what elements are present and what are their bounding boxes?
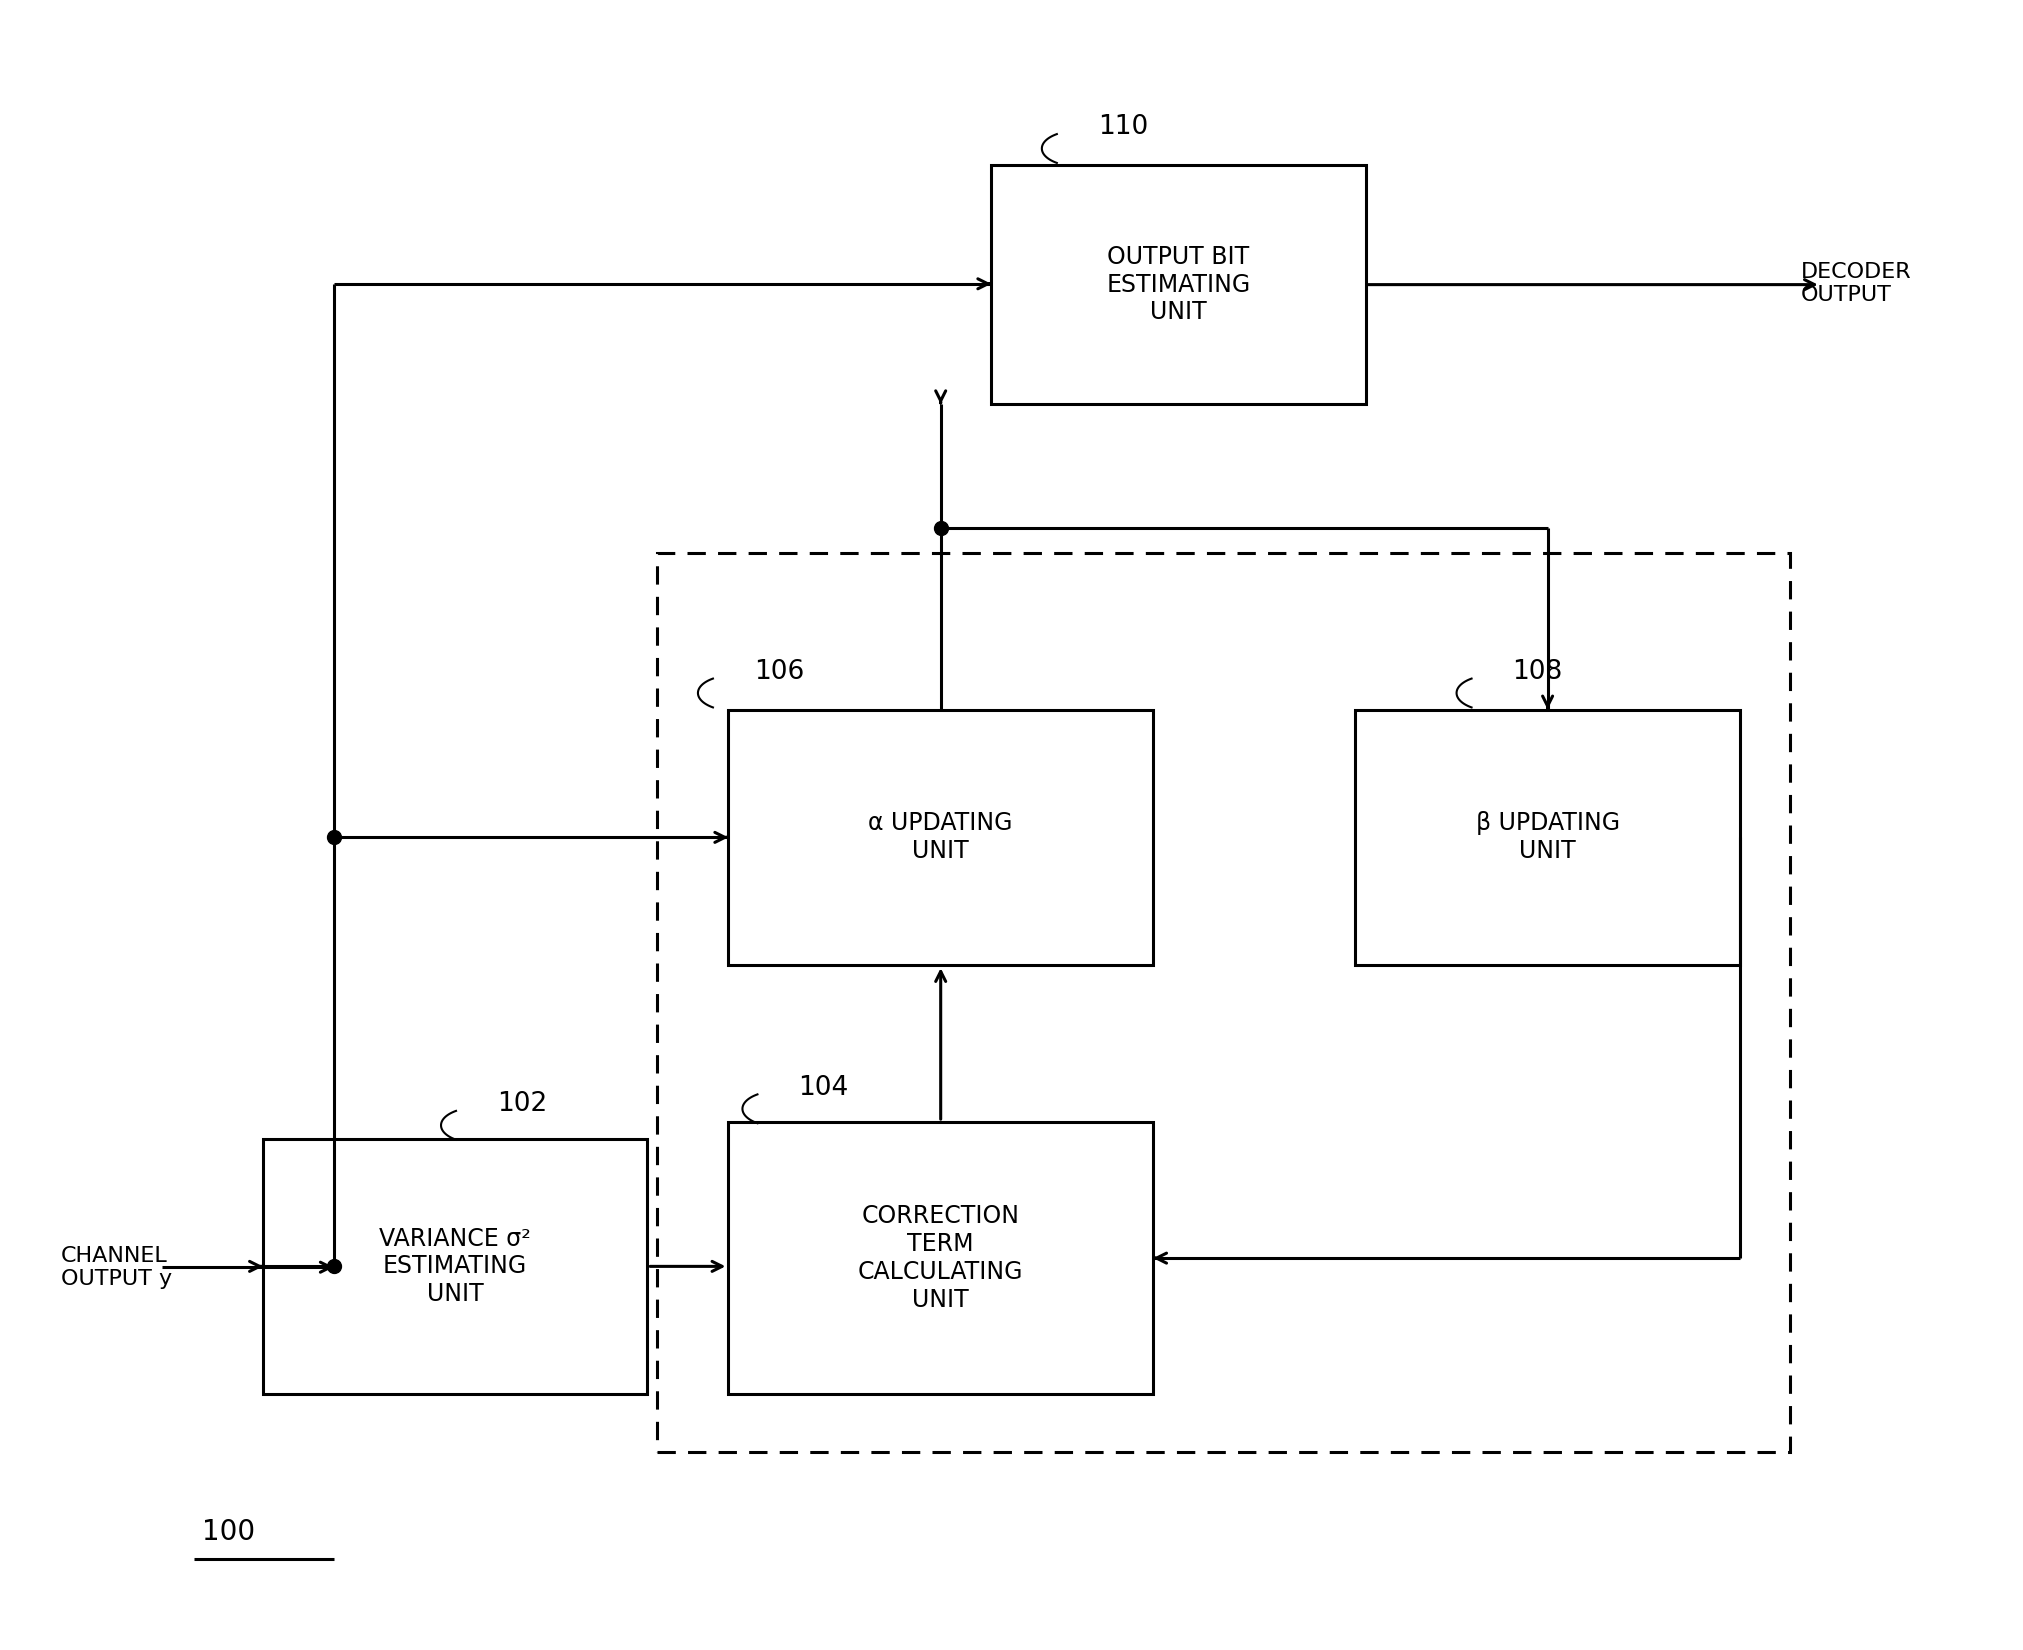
Text: DECODER
OUTPUT: DECODER OUTPUT (1800, 262, 1912, 305)
Text: α UPDATING
UNIT: α UPDATING UNIT (868, 812, 1014, 863)
Text: OUTPUT BIT
ESTIMATING
UNIT: OUTPUT BIT ESTIMATING UNIT (1107, 244, 1250, 325)
Point (925, 515, 957, 541)
Text: VARIANCE σ²
ESTIMATING
UNIT: VARIANCE σ² ESTIMATING UNIT (378, 1226, 532, 1307)
Text: β UPDATING
UNIT: β UPDATING UNIT (1475, 812, 1620, 863)
Text: CHANNEL
OUTPUT y: CHANNEL OUTPUT y (61, 1246, 172, 1289)
Bar (991, 165, 1366, 404)
Text: 108: 108 (1513, 658, 1562, 685)
Bar (728, 1122, 1153, 1394)
Text: CORRECTION
TERM
CALCULATING
UNIT: CORRECTION TERM CALCULATING UNIT (858, 1204, 1024, 1312)
Bar (263, 1138, 647, 1394)
Text: 110: 110 (1098, 114, 1147, 140)
Bar (657, 553, 1790, 1452)
Point (318, 825, 350, 851)
Text: 100: 100 (202, 1518, 255, 1546)
Bar (1355, 710, 1740, 965)
Text: 102: 102 (498, 1091, 546, 1117)
Text: 106: 106 (755, 658, 803, 685)
Bar (728, 710, 1153, 965)
Text: 104: 104 (799, 1074, 848, 1101)
Point (318, 1254, 350, 1280)
